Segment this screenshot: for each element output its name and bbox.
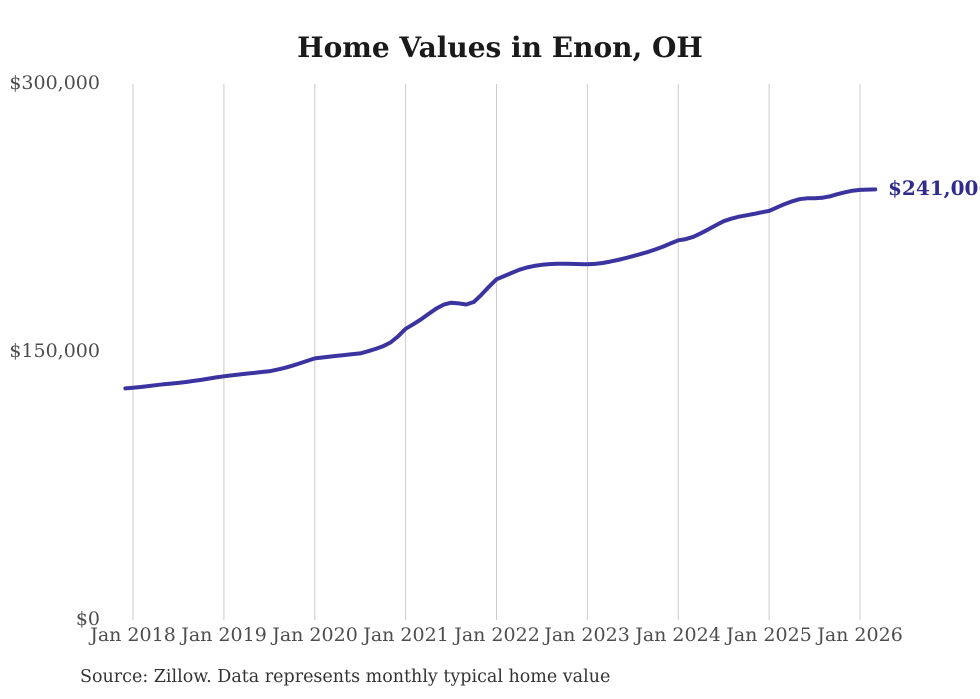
- x-axis-label: Jan 2025: [726, 624, 812, 646]
- x-axis-label: Jan 2020: [272, 624, 358, 646]
- x-axis-label: Jan 2023: [544, 624, 630, 646]
- x-axis-label: Jan 2026: [817, 624, 903, 646]
- chart-title: Home Values in Enon, OH: [297, 31, 703, 64]
- y-axis-label: $150,000: [9, 340, 100, 362]
- source-note: Source: Zillow. Data represents monthly …: [80, 667, 611, 687]
- x-axis-label: Jan 2021: [363, 624, 449, 646]
- home-value-line: [123, 187, 878, 391]
- x-axis-label: Jan 2018: [90, 624, 176, 646]
- current-value-label: $241,006: [888, 176, 980, 200]
- y-axis-label: $0: [75, 608, 100, 630]
- x-axis-label: Jan 2024: [635, 624, 721, 646]
- y-axis-label: $300,000: [9, 72, 100, 94]
- x-axis-label: Jan 2019: [181, 624, 267, 646]
- x-axis-label: Jan 2022: [454, 624, 540, 646]
